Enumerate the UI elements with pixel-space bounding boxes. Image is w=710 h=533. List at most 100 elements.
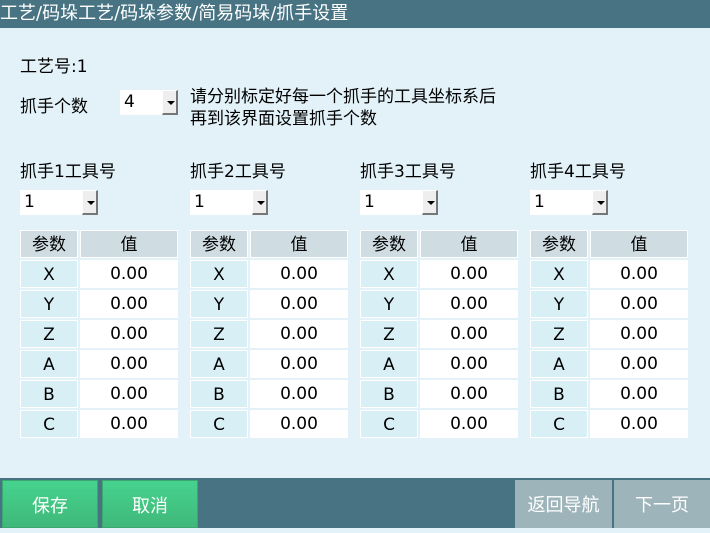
param-name: X [20, 260, 78, 288]
chevron-down-icon[interactable] [422, 190, 438, 215]
param-value-cell[interactable]: 0.00 [250, 290, 348, 318]
param-value-cell[interactable]: 0.00 [250, 380, 348, 408]
param-value-cell[interactable]: 0.00 [420, 260, 518, 288]
table-header: 参数值 [360, 230, 518, 260]
table-header: 参数值 [190, 230, 348, 260]
param-name: B [20, 380, 78, 408]
chevron-down-icon[interactable] [82, 190, 98, 215]
param-value-cell[interactable]: 0.00 [590, 380, 688, 408]
param-header: 参数 [190, 230, 248, 258]
table-row: B 0.00 [530, 380, 688, 410]
param-value-cell[interactable]: 0.00 [250, 260, 348, 288]
param-value-cell[interactable]: 0.00 [250, 350, 348, 378]
table-row: Y 0.00 [190, 290, 348, 320]
param-value-cell[interactable]: 0.00 [250, 320, 348, 348]
chevron-down-icon[interactable] [252, 190, 268, 215]
gripper-tool-value: 1 [534, 192, 545, 212]
table-header: 参数值 [20, 230, 178, 260]
hint-line: 请分别标定好每一个抓手的工具坐标系后 [190, 87, 496, 107]
table-row: A 0.00 [190, 350, 348, 380]
table-row: Z 0.00 [20, 320, 178, 350]
gripper-tool-label: 抓手2工具号 [190, 162, 286, 182]
param-header: 参数 [20, 230, 78, 258]
table-row: A 0.00 [360, 350, 518, 380]
param-name: X [360, 260, 418, 288]
back-to-navigation-button[interactable]: 返回导航 [515, 480, 612, 528]
param-name: A [190, 350, 248, 378]
param-name: X [190, 260, 248, 288]
param-value-cell[interactable]: 0.00 [80, 320, 178, 348]
gripper-tool-select[interactable]: 1 [20, 190, 98, 215]
table-row: Z 0.00 [530, 320, 688, 350]
table-row: A 0.00 [530, 350, 688, 380]
param-value-cell[interactable]: 0.00 [80, 410, 178, 438]
table-row: C 0.00 [360, 410, 518, 440]
process-number: 工艺号:1 [20, 57, 88, 77]
param-name: X [530, 260, 588, 288]
param-value-cell[interactable]: 0.00 [420, 320, 518, 348]
value-header: 值 [250, 230, 348, 258]
param-name: B [190, 380, 248, 408]
param-value-cell[interactable]: 0.00 [420, 290, 518, 318]
table-row: A 0.00 [20, 350, 178, 380]
param-value-cell[interactable]: 0.00 [590, 290, 688, 318]
table-row: Z 0.00 [360, 320, 518, 350]
param-name: Y [360, 290, 418, 318]
gripper-tool-select[interactable]: 1 [190, 190, 268, 215]
table-row: Y 0.00 [360, 290, 518, 320]
param-header: 参数 [360, 230, 418, 258]
table-row: C 0.00 [530, 410, 688, 440]
param-name: C [360, 410, 418, 438]
hint-text: 请分别标定好每一个抓手的工具坐标系后 再到该界面设置抓手个数 [190, 86, 496, 130]
value-header: 值 [420, 230, 518, 258]
param-value-cell[interactable]: 0.00 [590, 260, 688, 288]
gripper-count-select[interactable]: 4 [120, 90, 178, 115]
param-value-cell[interactable]: 0.00 [80, 260, 178, 288]
param-value-cell[interactable]: 0.00 [80, 290, 178, 318]
param-name: Z [190, 320, 248, 348]
param-value-cell[interactable]: 0.00 [590, 410, 688, 438]
param-name: B [360, 380, 418, 408]
table-row: Y 0.00 [20, 290, 178, 320]
table-row: X 0.00 [530, 260, 688, 290]
hint-line: 再到该界面设置抓手个数 [190, 109, 377, 129]
param-value-cell[interactable]: 0.00 [420, 350, 518, 378]
param-value-cell[interactable]: 0.00 [590, 320, 688, 348]
gripper-param-table: 参数值 X 0.00 Y 0.00 Z 0.00 A 0.00 B 0.00 C 0.00 [190, 230, 348, 440]
gripper-param-table: 参数值 X 0.00 Y 0.00 Z 0.00 A 0.00 B 0.00 C 0.00 [530, 230, 688, 440]
value-header: 值 [590, 230, 688, 258]
gripper-param-table: 参数值 X 0.00 Y 0.00 Z 0.00 A 0.00 B 0.00 C 0.00 [20, 230, 178, 440]
gripper-count-value: 4 [124, 92, 135, 112]
param-value-cell[interactable]: 0.00 [420, 410, 518, 438]
param-value-cell[interactable]: 0.00 [590, 350, 688, 378]
param-name: Z [530, 320, 588, 348]
table-row: C 0.00 [20, 410, 178, 440]
table-row: X 0.00 [20, 260, 178, 290]
gripper-count-label: 抓手个数 [20, 97, 88, 117]
gripper-tool-value: 1 [364, 192, 375, 212]
param-name: C [20, 410, 78, 438]
cancel-button[interactable]: 取消 [102, 480, 198, 528]
gripper-tool-value: 1 [24, 192, 35, 212]
param-name: A [20, 350, 78, 378]
param-header: 参数 [530, 230, 588, 258]
chevron-down-icon[interactable] [162, 90, 178, 115]
param-value-cell[interactable]: 0.00 [80, 380, 178, 408]
gripper-tool-label: 抓手3工具号 [360, 162, 456, 182]
gripper-tool-select[interactable]: 1 [530, 190, 608, 215]
param-name: Z [20, 320, 78, 348]
param-value-cell[interactable]: 0.00 [420, 380, 518, 408]
table-row: X 0.00 [360, 260, 518, 290]
next-page-button[interactable]: 下一页 [614, 480, 710, 528]
param-value-cell[interactable]: 0.00 [80, 350, 178, 378]
chevron-down-icon[interactable] [592, 190, 608, 215]
table-row: B 0.00 [190, 380, 348, 410]
gripper-tool-label: 抓手1工具号 [20, 162, 116, 182]
save-button[interactable]: 保存 [2, 480, 98, 528]
param-name: A [530, 350, 588, 378]
table-row: B 0.00 [20, 380, 178, 410]
param-name: Y [530, 290, 588, 318]
gripper-param-table: 参数值 X 0.00 Y 0.00 Z 0.00 A 0.00 B 0.00 C 0.00 [360, 230, 518, 440]
param-value-cell[interactable]: 0.00 [250, 410, 348, 438]
gripper-tool-select[interactable]: 1 [360, 190, 438, 215]
